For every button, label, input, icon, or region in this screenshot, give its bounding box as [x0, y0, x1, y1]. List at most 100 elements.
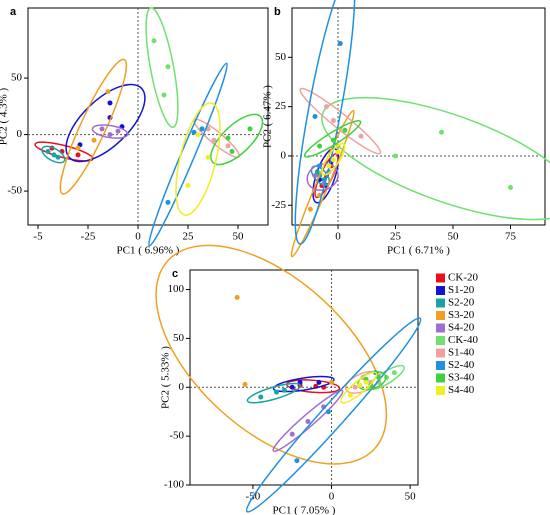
point [242, 381, 248, 387]
confidence-ellipse [175, 102, 221, 216]
y-tick-label: 25 [275, 100, 287, 112]
y-axis-label: PC2 ( 6.47% ) [262, 85, 274, 148]
point [335, 149, 341, 155]
x-tick-label: 50 [405, 491, 417, 503]
confidence-ellipse [340, 371, 378, 404]
point [329, 379, 335, 385]
point [305, 418, 311, 424]
confidence-ellipse [290, 109, 355, 258]
legend-label: S2-20 [448, 297, 475, 309]
point [325, 409, 331, 415]
y-tick-label: 0 [281, 149, 287, 161]
legend-label: CK-20 [448, 272, 478, 284]
legend-label: S4-40 [448, 384, 475, 396]
confidence-ellipse [299, 87, 382, 155]
legend-label: S2-40 [448, 359, 475, 371]
point [99, 126, 105, 132]
x-tick-label: 0 [135, 231, 141, 243]
legend-label: S4-20 [448, 322, 475, 334]
point [105, 89, 111, 95]
point [337, 41, 343, 47]
confidence-ellipse [145, 7, 179, 128]
y-tick-label: 0 [17, 128, 23, 140]
point [508, 185, 513, 191]
confidence-ellipse [155, 244, 388, 465]
legend-label: S1-40 [448, 347, 475, 359]
confidence-ellipse [321, 96, 550, 221]
legend-swatch [436, 273, 445, 283]
legend-swatch [436, 386, 445, 395]
panel-label: b [274, 6, 281, 18]
y-tick-label: -50 [7, 185, 22, 197]
point [330, 157, 336, 163]
point [229, 149, 235, 155]
point [363, 379, 369, 385]
point [51, 152, 57, 158]
point [317, 163, 323, 169]
legend-swatch [436, 336, 445, 345]
y-tick-label: 0 [179, 381, 185, 393]
panel-label: a [10, 6, 17, 18]
x-tick-label: -5 [33, 231, 43, 243]
point [393, 153, 398, 159]
y-tick-label: 50 [275, 51, 287, 63]
point [317, 143, 323, 149]
legend-swatch [436, 298, 445, 308]
point [294, 458, 300, 464]
point [342, 127, 348, 133]
point [165, 199, 171, 205]
point [326, 163, 332, 169]
x-tick-label: 50 [448, 231, 460, 243]
confidence-ellipse [272, 375, 335, 393]
y-tick-label: -50 [169, 430, 184, 442]
point [324, 104, 329, 110]
point [330, 137, 336, 143]
confidence-ellipse [91, 124, 129, 139]
point [161, 92, 167, 98]
point [352, 384, 358, 390]
point [165, 64, 171, 70]
point [307, 206, 313, 212]
x-tick-label: 25 [390, 231, 402, 243]
legend-swatch [436, 311, 445, 320]
x-tick-label: -25 [81, 231, 96, 243]
point [91, 137, 97, 143]
point [312, 114, 318, 119]
y-axis-label: PC2 ( 4.3% ) [0, 87, 10, 145]
point [289, 431, 295, 437]
confidence-ellipse [41, 145, 66, 164]
point [439, 129, 444, 135]
point [316, 379, 322, 385]
x-tick-label: 0 [329, 491, 335, 503]
x-axis-label: PC1 ( 6.71% ) [387, 245, 450, 257]
point [225, 143, 231, 149]
confidence-ellipse [246, 382, 302, 404]
point [75, 152, 81, 158]
point [107, 132, 113, 138]
point [314, 169, 320, 175]
legend-label: S3-40 [448, 372, 475, 384]
point [225, 135, 231, 141]
point [45, 149, 51, 155]
confidence-ellipse [272, 389, 344, 453]
point [312, 173, 318, 179]
point [191, 129, 197, 135]
legend-swatch [436, 323, 445, 333]
y-tick-label: -25 [271, 199, 286, 211]
point [195, 132, 201, 138]
confidence-ellipse [148, 62, 228, 247]
point [211, 137, 217, 143]
point [247, 126, 253, 132]
plot-frame [291, 7, 546, 226]
point [289, 384, 295, 390]
confidence-ellipse [210, 113, 264, 166]
point [258, 394, 264, 400]
panel-label: c [172, 268, 178, 280]
point [347, 392, 353, 398]
point [358, 133, 364, 139]
point [357, 382, 363, 388]
x-tick-label: 75 [505, 231, 517, 243]
point [376, 375, 382, 380]
point [151, 38, 157, 44]
